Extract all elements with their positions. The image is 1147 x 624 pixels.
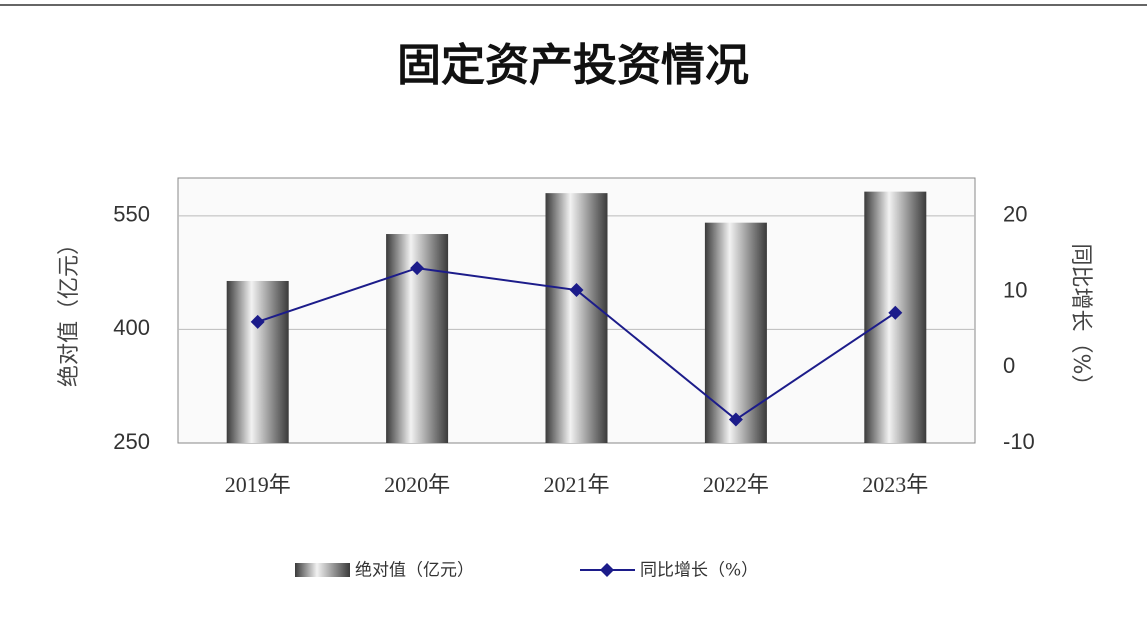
y2-tick-label: -10	[1003, 429, 1035, 454]
marker	[569, 283, 584, 298]
chart-title: 固定资产投资情况	[397, 40, 749, 91]
y2-tick-label: 0	[1003, 353, 1015, 378]
bar	[545, 193, 608, 443]
legend-label: 绝对值（亿元）	[355, 561, 474, 581]
marker	[728, 412, 743, 427]
y2-tick-label: 10	[1003, 277, 1027, 302]
y2-tick-label: 20	[1003, 202, 1027, 227]
y-tick-label: 250	[113, 429, 150, 454]
y-tick-label: 550	[113, 202, 150, 227]
bar	[226, 280, 289, 443]
y2-axis-title: 同比增长（%）	[1068, 244, 1093, 397]
marker	[410, 261, 425, 276]
marker	[250, 314, 265, 329]
marker	[888, 305, 903, 320]
x-tick-label: 2019年	[225, 472, 291, 497]
plot	[178, 191, 975, 443]
legend-marker	[600, 563, 614, 577]
y-tick-label: 400	[113, 315, 150, 340]
x-tick-label: 2022年	[703, 472, 769, 497]
y-axis-title: 绝对值（亿元）	[57, 233, 82, 387]
x-tick-label: 2021年	[543, 472, 609, 497]
bar	[704, 222, 767, 443]
legend-swatch	[295, 563, 350, 577]
x-tick-label: 2020年	[384, 472, 450, 497]
x-tick-label: 2023年	[862, 472, 928, 497]
legend-label: 同比增长（%）	[640, 561, 758, 581]
